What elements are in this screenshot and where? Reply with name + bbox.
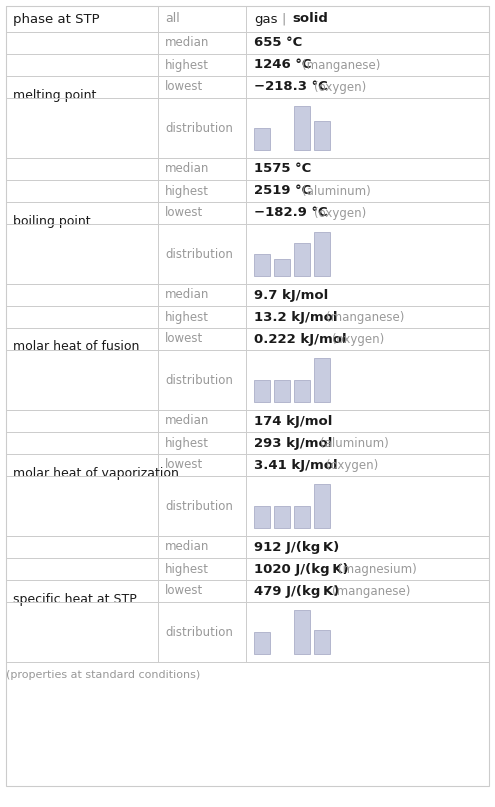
Text: 3.41 kJ/mol: 3.41 kJ/mol xyxy=(254,458,338,471)
Bar xyxy=(254,380,270,402)
Bar xyxy=(294,610,310,654)
Bar xyxy=(294,506,310,528)
Text: median: median xyxy=(165,415,209,428)
Bar xyxy=(254,632,270,654)
Text: lowest: lowest xyxy=(165,584,203,597)
Text: specific heat at STP: specific heat at STP xyxy=(13,592,137,605)
Bar xyxy=(254,128,270,150)
Text: distribution: distribution xyxy=(165,122,233,135)
Text: |: | xyxy=(281,12,286,26)
Text: lowest: lowest xyxy=(165,81,203,94)
Text: (oxygen): (oxygen) xyxy=(314,81,366,94)
Text: melting point: melting point xyxy=(13,89,97,102)
Text: median: median xyxy=(165,36,209,49)
Text: highest: highest xyxy=(165,311,209,324)
Text: 655 °C: 655 °C xyxy=(254,36,302,49)
Text: solid: solid xyxy=(292,12,328,26)
Text: median: median xyxy=(165,288,209,302)
Bar xyxy=(294,106,310,150)
Bar xyxy=(314,629,330,654)
Text: (magnesium): (magnesium) xyxy=(338,562,417,575)
Text: 1246 °C: 1246 °C xyxy=(254,58,311,72)
Text: lowest: lowest xyxy=(165,458,203,471)
Text: (properties at standard conditions): (properties at standard conditions) xyxy=(6,670,200,680)
Text: 479 J/(kg K): 479 J/(kg K) xyxy=(254,584,340,597)
Bar xyxy=(314,358,330,402)
Text: lowest: lowest xyxy=(165,207,203,220)
Text: 13.2 kJ/mol: 13.2 kJ/mol xyxy=(254,311,338,324)
Text: −218.3 °C: −218.3 °C xyxy=(254,81,328,94)
Text: (oxygen): (oxygen) xyxy=(314,207,366,220)
Bar xyxy=(254,506,270,528)
Text: 2519 °C: 2519 °C xyxy=(254,185,311,198)
Text: (manganese): (manganese) xyxy=(326,311,404,324)
Bar xyxy=(314,484,330,528)
Text: 1020 J/(kg K): 1020 J/(kg K) xyxy=(254,562,348,575)
Text: 9.7 kJ/mol: 9.7 kJ/mol xyxy=(254,288,328,302)
Text: highest: highest xyxy=(165,562,209,575)
Text: (aluminum): (aluminum) xyxy=(320,437,389,449)
Bar xyxy=(274,380,290,402)
Text: distribution: distribution xyxy=(165,500,233,512)
Text: 293 kJ/mol: 293 kJ/mol xyxy=(254,437,332,449)
Text: highest: highest xyxy=(165,58,209,72)
Text: 0.222 kJ/mol: 0.222 kJ/mol xyxy=(254,332,346,345)
Text: (manganese): (manganese) xyxy=(332,584,410,597)
Text: 174 kJ/mol: 174 kJ/mol xyxy=(254,415,332,428)
Text: median: median xyxy=(165,541,209,554)
Bar xyxy=(274,506,290,528)
Text: distribution: distribution xyxy=(165,625,233,638)
Text: lowest: lowest xyxy=(165,332,203,345)
Text: boiling point: boiling point xyxy=(13,215,91,228)
Text: median: median xyxy=(165,162,209,175)
Text: distribution: distribution xyxy=(165,248,233,261)
Bar xyxy=(294,380,310,402)
Bar xyxy=(314,232,330,276)
Text: (oxygen): (oxygen) xyxy=(326,458,378,471)
Bar xyxy=(254,254,270,276)
Text: phase at STP: phase at STP xyxy=(13,12,99,26)
Text: highest: highest xyxy=(165,185,209,198)
Text: distribution: distribution xyxy=(165,374,233,387)
Text: (manganese): (manganese) xyxy=(302,58,380,72)
Bar xyxy=(294,243,310,276)
Text: 1575 °C: 1575 °C xyxy=(254,162,311,175)
Text: highest: highest xyxy=(165,437,209,449)
Text: (oxygen): (oxygen) xyxy=(332,332,384,345)
Text: gas: gas xyxy=(254,12,278,26)
Text: −182.9 °C: −182.9 °C xyxy=(254,207,328,220)
Text: molar heat of fusion: molar heat of fusion xyxy=(13,341,140,353)
Text: (aluminum): (aluminum) xyxy=(302,185,371,198)
Text: all: all xyxy=(165,12,180,26)
Bar xyxy=(314,121,330,150)
Text: molar heat of vaporization: molar heat of vaporization xyxy=(13,466,179,479)
Text: 912 J/(kg K): 912 J/(kg K) xyxy=(254,541,339,554)
Bar xyxy=(274,259,290,276)
